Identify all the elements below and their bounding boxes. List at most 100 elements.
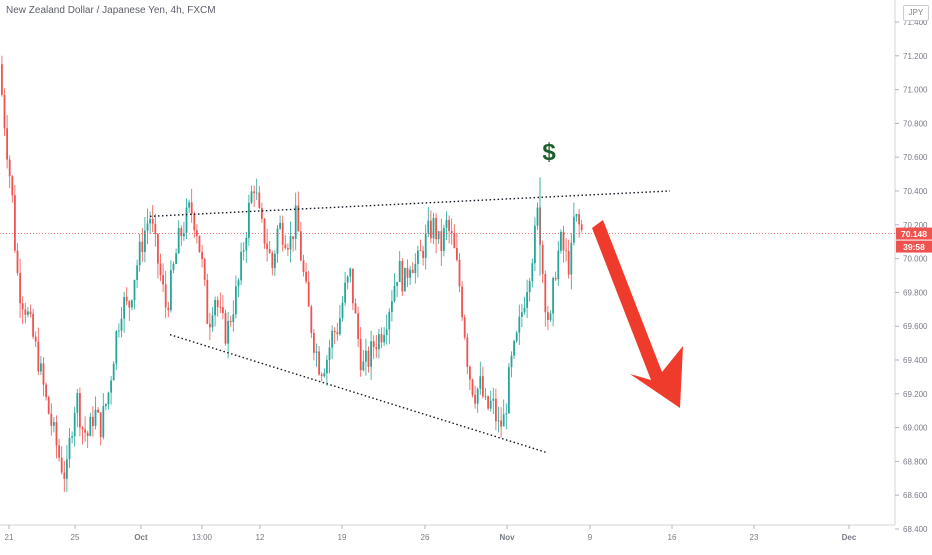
y-tick-label: 70.400 (903, 187, 928, 196)
candle-body (211, 315, 214, 328)
candle-body (180, 228, 183, 237)
y-tick-label: 68.600 (903, 491, 928, 500)
candle-body (66, 459, 68, 479)
candle-body (534, 225, 536, 264)
candle-body (445, 219, 448, 228)
candle-body (417, 250, 419, 264)
candle-body (357, 313, 359, 339)
candle-body (1, 64, 3, 95)
candle-body (391, 301, 393, 312)
candle-body (55, 422, 58, 446)
candle-body (102, 405, 105, 438)
candle-body (149, 219, 151, 224)
candle-body (219, 306, 222, 308)
candle-body (323, 373, 326, 377)
candle-body (196, 230, 198, 236)
y-tick-label: 71.400 (903, 18, 928, 27)
candle-body (32, 313, 34, 337)
candle-body (84, 429, 86, 433)
currency-badge[interactable]: JPY (903, 5, 929, 21)
candle-body (40, 363, 42, 372)
candle-body (521, 312, 523, 317)
candle-body (336, 332, 339, 335)
candle-body (58, 445, 60, 458)
candle-body (484, 396, 487, 398)
x-tick-label: 13:00 (192, 533, 213, 542)
y-tick-label: 70.800 (903, 119, 928, 128)
y-tick-label: 69.400 (903, 356, 928, 365)
candle-body (266, 243, 268, 250)
countdown-badge (896, 240, 932, 253)
candle-body (235, 286, 237, 315)
candle-body (245, 237, 248, 251)
candle-body (216, 299, 219, 307)
candle-body (255, 192, 258, 194)
candle-body (79, 393, 81, 428)
candle-body (562, 232, 565, 251)
candle-body (580, 224, 583, 231)
candle-body (183, 233, 185, 237)
candle-body (396, 282, 398, 286)
y-tick-label: 71.000 (903, 86, 928, 95)
candle-body (232, 314, 235, 323)
candle-body (385, 329, 388, 336)
candle-body (505, 413, 508, 415)
candle-body (570, 242, 573, 275)
candle-body (24, 309, 27, 315)
candle-body (508, 367, 510, 414)
candle-body (300, 231, 302, 261)
candle-body (177, 228, 180, 254)
candle-body (466, 337, 469, 367)
candle-body (141, 241, 144, 252)
candle-body (34, 336, 37, 342)
candle-body (458, 259, 461, 287)
candle-body (372, 341, 375, 348)
candle-body (131, 300, 133, 308)
candle-body (115, 331, 118, 364)
candle-body (99, 412, 102, 438)
candle-body (16, 250, 19, 274)
candle-body (528, 281, 531, 293)
candle-body (144, 230, 146, 252)
candle-body (201, 251, 203, 260)
candle-body (320, 374, 323, 377)
candle-body (138, 241, 141, 266)
candle-body (523, 307, 526, 313)
candle-body (510, 355, 513, 368)
candle-body (414, 263, 417, 273)
candle-body (8, 159, 11, 177)
candle-body (29, 311, 32, 314)
candle-body (492, 398, 495, 401)
candle-body (388, 311, 391, 330)
candle-body (105, 404, 107, 406)
candle-body (3, 94, 6, 129)
candle-body (97, 409, 99, 413)
candle-body (45, 384, 47, 398)
candle-body (315, 351, 318, 353)
candle-body (380, 334, 383, 343)
candle-body (172, 263, 175, 271)
candle-body (365, 350, 367, 362)
candle-body (575, 214, 578, 217)
last-price-badge (896, 227, 932, 240)
candle-body (349, 268, 352, 277)
candle-body (94, 409, 97, 426)
x-tick-label: 21 (5, 533, 14, 542)
candle-body (307, 281, 310, 307)
candle-body (188, 202, 190, 208)
candle-body (271, 252, 274, 269)
candle-body (118, 330, 120, 332)
candle-body (560, 232, 562, 251)
candle-body (469, 366, 471, 380)
x-tick-label: 16 (668, 533, 677, 542)
candle-body (123, 296, 125, 319)
candle-body (450, 231, 453, 234)
candle-body (185, 207, 188, 234)
candle-body (404, 267, 406, 292)
lower-trendline (169, 333, 549, 454)
candle-body (107, 392, 110, 405)
candle-body (526, 292, 528, 308)
candle-body (393, 285, 396, 302)
